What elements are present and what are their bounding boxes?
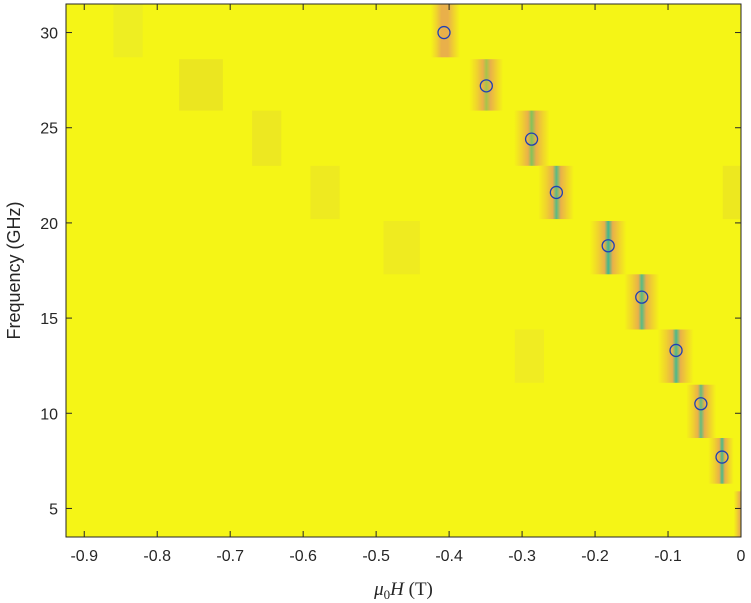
x-tick-label: 0: [737, 548, 746, 565]
data-point: [715, 450, 729, 464]
y-axis-label: Frequency (GHz): [4, 201, 24, 339]
x-tick-label: -0.3: [508, 548, 536, 565]
peak-markers: [437, 25, 729, 464]
y-ticks: 5 10 15 20 25 30: [40, 26, 741, 518]
data-point: [694, 397, 708, 411]
y-tick-label: 15: [40, 311, 58, 328]
x-axis-label: μ0H (T): [373, 579, 433, 602]
x-tick-label: -0.4: [435, 548, 463, 565]
data-point: [479, 79, 493, 93]
resonance-band: [624, 274, 660, 330]
resonance-band: [686, 384, 717, 439]
resonance-band: [589, 221, 627, 275]
data-point: [524, 132, 539, 146]
axes-frame: [65, 3, 742, 538]
axes: -0.9 -0.8 -0.7 -0.6 -0.5 -0.4 -0.3 -0.2 -0.1 0 5 1…: [40, 3, 746, 565]
x-axis-label-sub: 0: [384, 587, 391, 602]
faint-patch: [252, 110, 282, 166]
y-tick-label: 10: [40, 406, 58, 423]
resonance-band: [430, 4, 461, 58]
data-point: [549, 185, 564, 200]
resonance-band: [538, 165, 574, 220]
faint-patch: [514, 329, 544, 383]
resonance-band: [514, 110, 550, 166]
data-point: [601, 239, 615, 253]
faint-patch: [310, 165, 340, 220]
y-tick-label: 30: [40, 26, 58, 43]
faint-patch: [722, 165, 741, 220]
faint-patches: [113, 4, 741, 383]
data-point: [437, 25, 451, 40]
x-tick-label: -0.8: [143, 548, 171, 565]
x-tick-label: -0.9: [70, 548, 98, 565]
x-ticks: -0.9 -0.8 -0.7 -0.6 -0.5 -0.4 -0.3 -0.2 -0.1 0: [70, 4, 746, 565]
y-tick-label: 20: [40, 216, 58, 233]
x-tick-label: -0.5: [362, 548, 390, 565]
resonance-band: [708, 438, 734, 484]
x-tick-label: -0.6: [289, 548, 317, 565]
resonance-band: [733, 491, 741, 537]
x-tick-label: -0.1: [654, 548, 682, 565]
x-axis-label-mu: μ: [373, 579, 384, 600]
x-axis-label-unit: (T): [404, 579, 433, 600]
resonance-band: [469, 59, 504, 111]
data-point: [669, 343, 683, 358]
y-tick-label: 5: [49, 501, 58, 518]
y-tick-label: 25: [40, 121, 58, 138]
data-point: [635, 290, 649, 304]
resonance-bands: [430, 4, 741, 537]
x-axis-label-h: H: [389, 579, 405, 600]
faint-patch: [113, 4, 143, 58]
x-tick-label: -0.7: [216, 548, 244, 565]
faint-patch: [179, 59, 223, 111]
x-tick-label: -0.2: [581, 548, 609, 565]
plot-area: [66, 4, 741, 537]
faint-patch: [383, 221, 420, 275]
